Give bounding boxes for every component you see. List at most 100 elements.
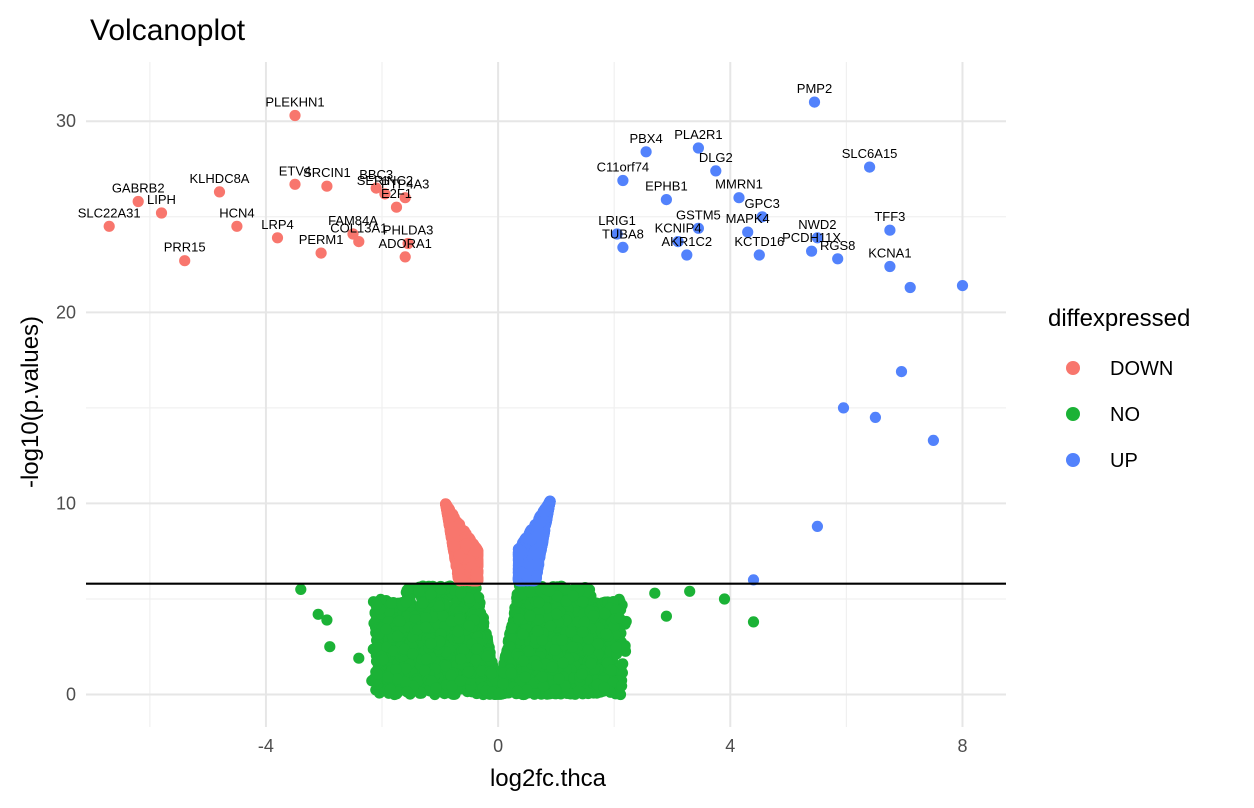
point-no: [458, 643, 470, 656]
point-no: [380, 623, 392, 636]
point-no: [463, 592, 475, 604]
point-no: [660, 610, 673, 622]
point-no: [400, 596, 412, 608]
point-no: [684, 585, 696, 597]
point-no: [613, 612, 626, 624]
point-no: [371, 668, 383, 680]
point-no: [567, 590, 579, 602]
point-no: [607, 676, 619, 689]
point-no: [576, 668, 588, 680]
point-no: [435, 583, 447, 595]
point-no: [747, 616, 760, 628]
point-no: [401, 686, 413, 698]
point-no: [463, 620, 475, 632]
point-no: [497, 678, 509, 690]
point-no: [566, 641, 579, 653]
point-no: [578, 616, 591, 629]
point-no: [473, 591, 485, 604]
point-no: [417, 597, 429, 609]
points-not-significant: [295, 556, 760, 701]
point-no: [353, 652, 365, 664]
point-down: [469, 545, 482, 557]
point-no: [577, 626, 589, 638]
point-no: [478, 617, 490, 630]
point-no: [537, 680, 550, 692]
point-no: [556, 634, 568, 646]
point-no: [553, 673, 565, 685]
point-no: [511, 685, 524, 697]
point-no: [471, 643, 483, 655]
point-no: [536, 671, 548, 683]
point-no: [481, 650, 493, 662]
point-no: [551, 608, 563, 620]
point-no: [577, 596, 589, 608]
point-no: [505, 632, 517, 645]
point-no: [542, 611, 554, 623]
point-no: [610, 641, 622, 654]
point-no: [391, 630, 404, 642]
point-no: [419, 665, 431, 677]
point-no: [536, 634, 548, 646]
point-no: [549, 644, 561, 656]
point-no: [585, 657, 597, 670]
point-no: [324, 641, 336, 653]
point-no: [582, 687, 594, 700]
point-no: [384, 683, 396, 695]
point-no: [605, 664, 617, 676]
point-no: [544, 620, 557, 632]
point-no: [321, 614, 333, 626]
point-no: [454, 675, 467, 687]
point-no: [455, 587, 467, 599]
point-down: [448, 540, 460, 552]
point-no: [391, 673, 403, 685]
point-no: [523, 586, 536, 598]
point-no: [425, 637, 437, 650]
point-no: [616, 680, 628, 692]
points-upregulated: [512, 280, 969, 587]
point-no: [493, 687, 505, 700]
point-no: [513, 613, 525, 625]
point-no: [619, 642, 631, 654]
point-no: [598, 681, 610, 694]
point-no: [533, 597, 545, 609]
point-down: [460, 538, 472, 550]
point-no: [462, 666, 475, 678]
point-no: [385, 597, 397, 609]
point-no: [407, 648, 419, 660]
point-no: [455, 653, 467, 665]
point-no: [517, 628, 529, 641]
point-no: [532, 614, 545, 626]
point-no: [582, 644, 595, 656]
point-no: [532, 625, 544, 637]
point-no: [401, 584, 413, 596]
point-no: [437, 610, 449, 622]
point-no: [445, 669, 457, 682]
point-no: [371, 598, 383, 611]
point-no: [394, 615, 406, 627]
point-no: [522, 645, 534, 657]
point-no: [557, 657, 569, 669]
point-no: [517, 655, 530, 667]
point-no: [616, 658, 628, 671]
point-down: [449, 526, 461, 538]
point-no: [452, 626, 464, 638]
point-no: [420, 612, 432, 624]
point-no: [372, 642, 384, 654]
point-no: [400, 663, 412, 675]
point-down: [445, 511, 457, 523]
point-no: [390, 663, 402, 676]
point-no: [531, 659, 543, 671]
point-no: [446, 680, 458, 692]
point-no: [470, 654, 482, 666]
point-no: [485, 668, 497, 680]
point-no: [524, 610, 536, 622]
point-no: [587, 610, 600, 622]
point-down: [456, 573, 468, 585]
point-no: [434, 635, 446, 648]
point-no: [649, 587, 661, 599]
point-no: [519, 671, 531, 683]
point-no: [475, 665, 488, 677]
point-no: [573, 685, 585, 697]
point-no: [453, 613, 466, 625]
point-no: [420, 621, 432, 633]
